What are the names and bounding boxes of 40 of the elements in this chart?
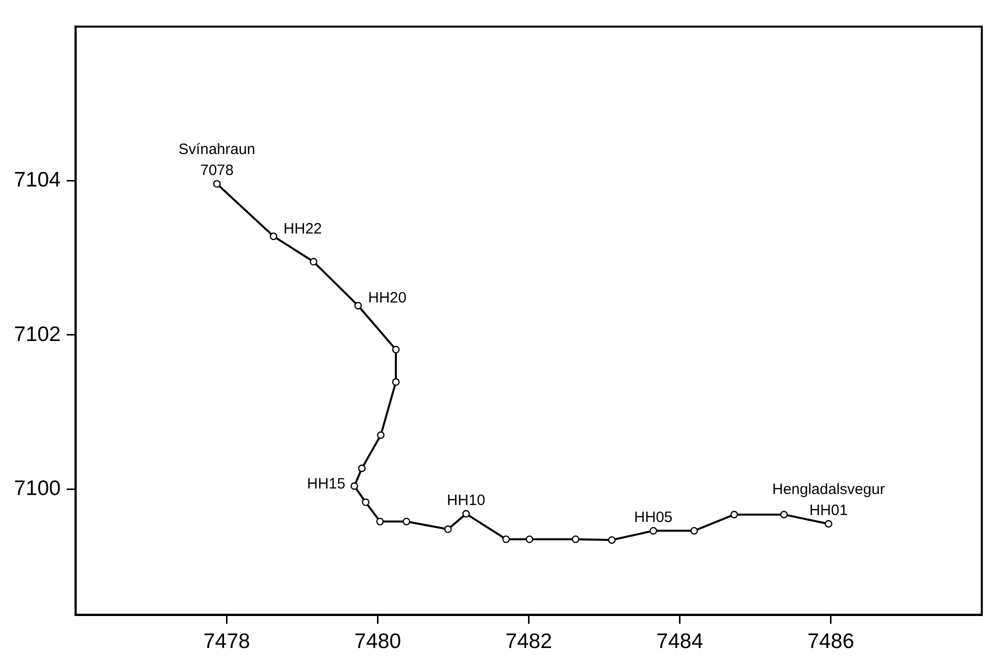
point [354, 302, 362, 310]
point [444, 525, 452, 534]
point [730, 510, 738, 518]
y-tick-label: 7100 [14, 476, 61, 500]
point [526, 535, 534, 544]
x-tick-label: 7480 [354, 630, 402, 654]
point [350, 482, 358, 490]
point [780, 510, 788, 518]
point [376, 431, 385, 439]
point [690, 526, 698, 535]
annotation: HH15 [306, 476, 346, 493]
point [213, 180, 221, 188]
point [310, 258, 318, 266]
point [362, 498, 370, 506]
point [572, 535, 580, 544]
point [608, 536, 616, 544]
annotation: HH10 [446, 492, 486, 509]
x-tick-label: 7478 [203, 630, 250, 654]
point [650, 526, 658, 535]
point [358, 464, 366, 472]
point [462, 510, 470, 518]
point [402, 518, 410, 526]
point [270, 232, 278, 240]
point [392, 346, 400, 354]
annotation: Svínahraun [178, 140, 256, 158]
x-tick-label: 7486 [807, 630, 854, 654]
annotation: HH01 [809, 502, 848, 519]
y-tick-label: 7104 [14, 168, 62, 192]
annotation: 7078 [200, 162, 234, 179]
point [392, 378, 400, 386]
point [824, 520, 832, 528]
annotation: HH05 [634, 508, 673, 526]
annotation: Hengladalsvegur [772, 480, 885, 498]
x-tick-label: 7482 [505, 630, 552, 654]
annotation: HH20 [368, 290, 406, 307]
annotation: HH22 [284, 220, 322, 238]
y-tick-label: 7102 [14, 322, 61, 346]
x-tick-label: 7484 [656, 630, 704, 654]
point [502, 535, 510, 544]
point [376, 518, 384, 526]
